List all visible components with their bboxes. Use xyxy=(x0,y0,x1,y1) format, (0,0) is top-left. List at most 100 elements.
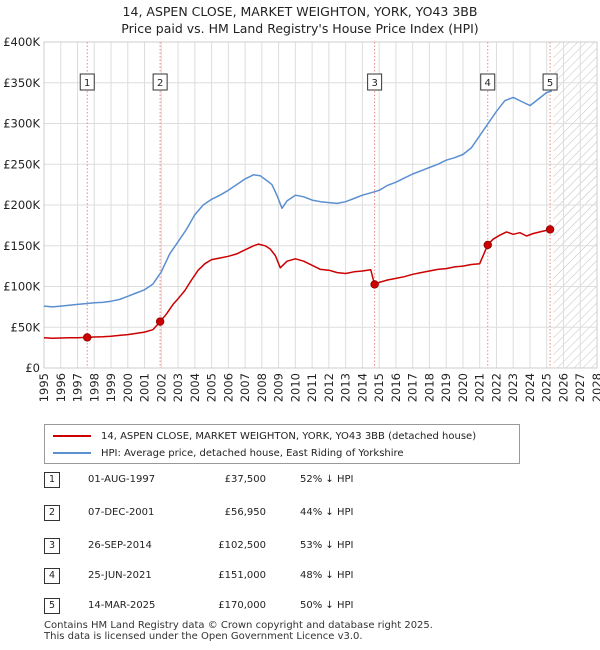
tx-number-badge: 4 xyxy=(44,568,60,584)
x-tick-label: 2004 xyxy=(188,373,202,402)
table-row: 3 26-SEP-2014 £102,500 53% ↓ HPI xyxy=(44,538,444,556)
y-tick-label: £0 xyxy=(25,361,40,375)
legend-label-hpi: HPI: Average price, detached house, East… xyxy=(101,447,404,459)
tx-price: £151,000 xyxy=(218,570,266,581)
tx-price: £37,500 xyxy=(224,474,266,485)
x-tick-label: 2009 xyxy=(272,373,286,402)
tx-price: £170,000 xyxy=(218,600,266,611)
y-tick-label: £100K xyxy=(3,280,40,294)
x-tick-label: 2021 xyxy=(473,373,487,402)
legend-item-property: 14, ASPEN CLOSE, MARKET WEIGHTON, YORK, … xyxy=(53,428,476,444)
x-tick-label: 2022 xyxy=(489,373,503,402)
table-row: 2 07-DEC-2001 £56,950 44% ↓ HPI xyxy=(44,505,444,523)
x-tick-label: 2024 xyxy=(523,373,537,402)
transaction-label: 5 xyxy=(547,78,553,89)
transaction-label: 1 xyxy=(84,78,90,89)
tx-date: 14-MAR-2025 xyxy=(88,600,156,611)
transaction-label: 4 xyxy=(485,78,491,89)
legend: 14, ASPEN CLOSE, MARKET WEIGHTON, YORK, … xyxy=(44,424,520,464)
transaction-label-box xyxy=(480,73,496,91)
x-tick-label: 2014 xyxy=(355,373,369,402)
series-line-hpi xyxy=(43,90,553,308)
plot-border xyxy=(43,41,598,369)
x-tick-label: 2023 xyxy=(506,373,520,402)
x-tick-label: 2007 xyxy=(238,373,252,402)
tx-number-badge: 3 xyxy=(44,538,60,554)
legend-swatch-property xyxy=(53,435,91,437)
x-tick-label: 1997 xyxy=(71,373,85,402)
x-tick-label: 2025 xyxy=(540,373,554,402)
legend-swatch-hpi xyxy=(53,452,91,454)
x-tick-label: 1996 xyxy=(54,373,68,402)
x-tick-label: 2005 xyxy=(205,373,219,402)
y-tick-label: £150K xyxy=(3,239,40,253)
y-tick-label: £50K xyxy=(11,320,41,334)
table-row: 5 14-MAR-2025 £170,000 50% ↓ HPI xyxy=(44,598,444,616)
tx-number-badge: 2 xyxy=(44,505,60,521)
table-row: 1 01-AUG-1997 £37,500 52% ↓ HPI xyxy=(44,472,444,490)
tx-date: 01-AUG-1997 xyxy=(88,474,156,485)
x-tick-label: 2026 xyxy=(556,373,570,402)
chart-title-line1: 14, ASPEN CLOSE, MARKET WEIGHTON, YORK, … xyxy=(122,4,478,19)
x-tick-label: 2002 xyxy=(154,373,168,402)
transaction-label-box xyxy=(152,73,168,91)
x-tick-label: 2000 xyxy=(121,373,135,402)
x-tick-label: 2016 xyxy=(389,373,403,402)
legend-item-hpi: HPI: Average price, detached house, East… xyxy=(53,445,404,461)
footer-copyright: Contains HM Land Registry data © Crown c… xyxy=(44,620,433,631)
tx-hpi-diff: 52% ↓ HPI xyxy=(300,474,354,485)
transaction-label-box xyxy=(79,73,95,91)
transaction-label: 2 xyxy=(157,78,163,89)
chart-title: 14, ASPEN CLOSE, MARKET WEIGHTON, YORK, … xyxy=(0,3,600,37)
tx-date: 26-SEP-2014 xyxy=(88,540,152,551)
price-chart: £0 £50K £100K £150K £200K £250K £300K £350K £400… xyxy=(3,35,600,402)
x-tick-label: 2018 xyxy=(422,373,436,402)
tx-hpi-diff: 50% ↓ HPI xyxy=(300,600,354,611)
y-tick-label: £350K xyxy=(3,76,40,90)
transaction-label-box xyxy=(542,73,558,91)
x-tick-label: 2011 xyxy=(305,373,319,402)
series-line-property xyxy=(43,228,551,340)
x-tick-label: 2015 xyxy=(372,373,386,402)
x-tick-label: 2020 xyxy=(456,373,470,402)
chart-title-line2: Price paid vs. HM Land Registry's House … xyxy=(121,21,479,36)
transaction-point xyxy=(370,280,379,289)
x-tick-label: 2006 xyxy=(221,373,235,402)
x-tick-label: 2019 xyxy=(439,373,453,402)
x-tick-label: 2001 xyxy=(138,373,152,402)
tx-hpi-diff: 53% ↓ HPI xyxy=(300,540,354,551)
y-tick-label: £400K xyxy=(3,35,40,49)
x-tick-label: 2003 xyxy=(171,373,185,402)
transaction-point xyxy=(545,225,555,234)
x-tick-label: 1995 xyxy=(37,373,51,402)
y-tick-label: £300K xyxy=(3,117,40,131)
tx-date: 07-DEC-2001 xyxy=(88,507,155,518)
tx-date: 25-JUN-2021 xyxy=(88,570,152,581)
footer-licence: This data is licensed under the Open Gov… xyxy=(44,631,363,642)
x-tick-label: 2012 xyxy=(322,373,336,402)
footer: Contains HM Land Registry data © Crown c… xyxy=(44,620,433,642)
transaction-point xyxy=(483,240,492,250)
x-tick-label: 2028 xyxy=(590,373,600,402)
x-tick-label: 2008 xyxy=(255,373,269,402)
tx-hpi-diff: 48% ↓ HPI xyxy=(300,570,354,581)
tx-price: £102,500 xyxy=(218,540,266,551)
y-tick-label: £200K xyxy=(3,198,40,212)
transaction-label: 3 xyxy=(371,78,377,89)
tx-number-badge: 1 xyxy=(44,472,60,488)
transaction-label-box xyxy=(367,73,383,91)
tx-hpi-diff: 44% ↓ HPI xyxy=(300,507,354,518)
x-tick-label: 2010 xyxy=(288,373,302,402)
tx-number-badge: 5 xyxy=(44,598,60,614)
x-tick-label: 1999 xyxy=(104,373,118,402)
x-tick-label: 2013 xyxy=(339,373,353,402)
tx-price: £56,950 xyxy=(224,507,266,518)
table-row: 4 25-JUN-2021 £151,000 48% ↓ HPI xyxy=(44,568,444,586)
transaction-point xyxy=(83,333,92,342)
legend-label-property: 14, ASPEN CLOSE, MARKET WEIGHTON, YORK, … xyxy=(101,430,477,442)
y-tick-label: £250K xyxy=(3,157,40,171)
x-tick-label: 2027 xyxy=(573,373,587,402)
x-tick-label: 2017 xyxy=(406,373,420,402)
transaction-point xyxy=(155,317,165,326)
x-tick-label: 1998 xyxy=(87,373,101,402)
